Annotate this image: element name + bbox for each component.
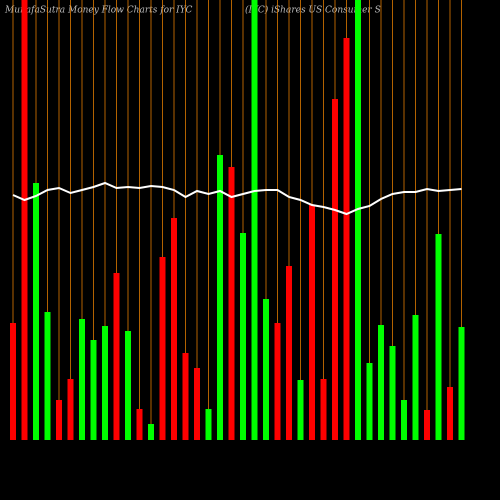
bar: [309, 205, 315, 440]
bar: [389, 346, 396, 440]
bar: [401, 400, 407, 440]
bar: [56, 400, 62, 440]
bar: [378, 325, 384, 440]
chart-subtitle: (IYC) iShares US Consumer S: [245, 5, 381, 16]
chart-title: MunafaSutra Money Flow Charts for IYC: [4, 6, 192, 16]
bar: [274, 323, 281, 440]
bar: [320, 379, 327, 440]
bar: [424, 410, 430, 440]
bar: [21, 0, 28, 440]
bar: [263, 299, 269, 440]
bar: [286, 266, 292, 440]
price-line: [12, 181, 462, 216]
bar: [447, 387, 453, 440]
bar: [194, 368, 200, 440]
bar: [79, 319, 85, 440]
bar: [10, 323, 16, 440]
bar: [240, 233, 246, 440]
bar: [297, 380, 304, 440]
bar: [228, 167, 235, 440]
bar: [205, 409, 212, 440]
bar: [33, 183, 39, 440]
bar: [171, 218, 177, 440]
bar: [458, 327, 465, 440]
bar: [102, 326, 108, 440]
bar: [148, 424, 154, 440]
bar: [159, 257, 166, 440]
bar: [251, 0, 258, 440]
bar: [113, 273, 120, 440]
bar: [44, 312, 51, 440]
bar: [366, 363, 373, 440]
bar: [412, 315, 419, 440]
bar: [125, 331, 131, 440]
bar: [182, 353, 189, 440]
bar: [217, 155, 223, 440]
bar: [355, 0, 361, 440]
bar: [90, 340, 97, 440]
bar: [67, 379, 74, 440]
bar: [435, 234, 442, 440]
bar: [136, 409, 143, 440]
bar: [332, 99, 338, 440]
bar: [343, 38, 350, 440]
